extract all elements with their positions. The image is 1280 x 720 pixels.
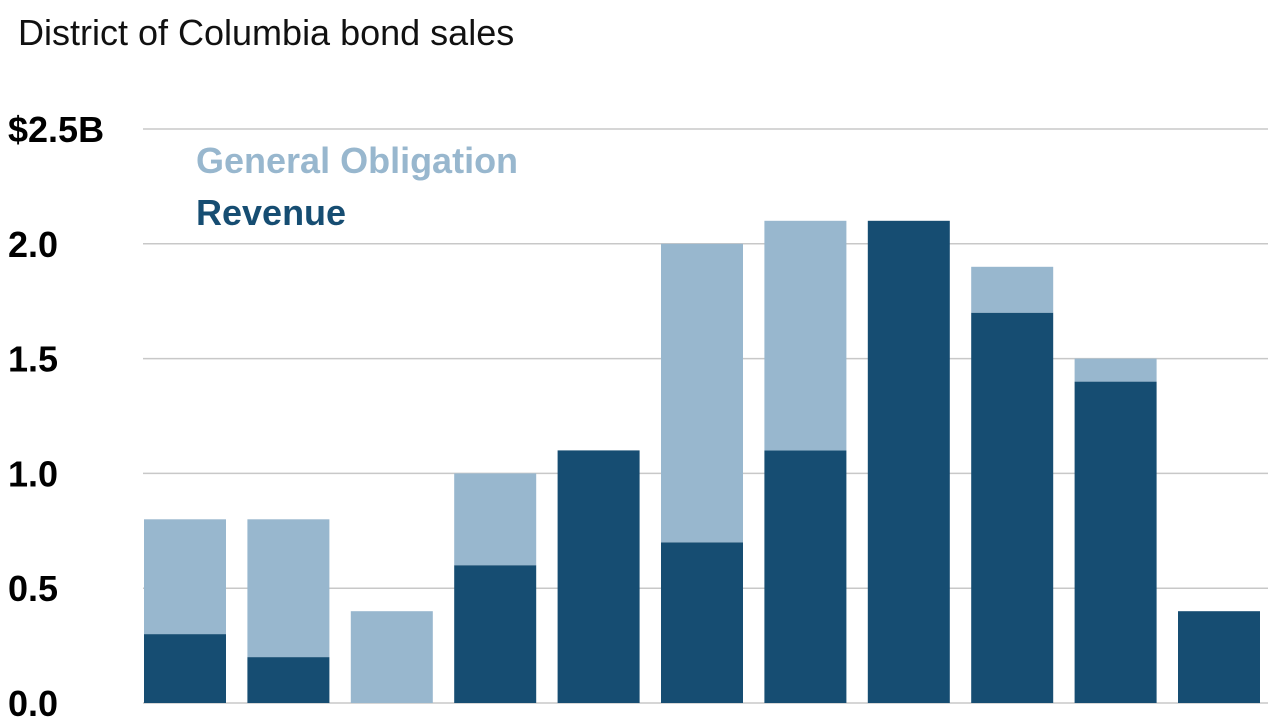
bar-general-obligation-10 (1074, 358, 1157, 382)
bar-general-obligation-4 (454, 473, 537, 566)
bar-revenue-11 (1178, 611, 1260, 703)
bars (144, 220, 1260, 704)
legend-item-revenue: Revenue (196, 192, 346, 233)
bar-revenue-5 (557, 450, 640, 703)
bar-revenue-9 (971, 312, 1054, 703)
bar-revenue-6 (661, 542, 743, 703)
bar-revenue-2 (247, 657, 330, 703)
bar-revenue-1 (144, 634, 226, 703)
y-tick-label: 2.0 (8, 224, 58, 265)
chart-title: District of Columbia bond sales (18, 12, 515, 53)
bar-general-obligation-2 (247, 519, 330, 658)
bar-general-obligation-6 (661, 243, 743, 543)
bar-revenue-8 (867, 220, 950, 704)
y-axis: 0.0 0.5 1.0 1.5 2.0 $2.5B (8, 109, 104, 720)
legend: General Obligation Revenue (196, 140, 518, 233)
bar-revenue-7 (764, 450, 847, 703)
y-tick-label: 0.5 (8, 568, 58, 609)
bar-general-obligation-9 (971, 266, 1054, 313)
legend-item-general-obligation: General Obligation (196, 140, 518, 181)
y-tick-label: 0.0 (8, 683, 58, 720)
bar-general-obligation-1 (144, 519, 226, 635)
y-tick-label: $2.5B (8, 109, 104, 150)
bar-general-obligation-7 (764, 220, 847, 451)
y-tick-label: 1.0 (8, 453, 58, 494)
bar-revenue-4 (454, 565, 537, 703)
bar-general-obligation-3 (350, 611, 433, 703)
y-tick-label: 1.5 (8, 339, 58, 380)
bar-revenue-10 (1074, 381, 1157, 703)
